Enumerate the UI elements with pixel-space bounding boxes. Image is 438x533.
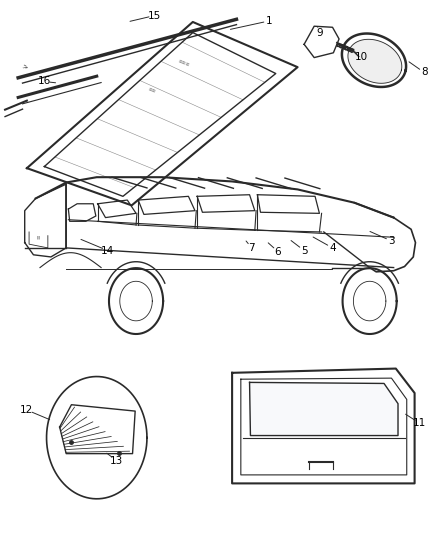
Text: 6: 6 bbox=[275, 247, 281, 256]
Text: 1: 1 bbox=[266, 16, 272, 26]
Text: 7: 7 bbox=[248, 243, 255, 253]
Text: 10: 10 bbox=[354, 52, 367, 61]
Text: 13: 13 bbox=[110, 456, 123, 465]
Polygon shape bbox=[348, 39, 402, 83]
Text: 5: 5 bbox=[301, 246, 307, 255]
Text: 9: 9 bbox=[316, 28, 323, 38]
Text: 12: 12 bbox=[20, 405, 34, 415]
Text: 3: 3 bbox=[388, 236, 395, 246]
Text: 16: 16 bbox=[38, 77, 51, 86]
Text: ≡≡≡: ≡≡≡ bbox=[177, 59, 191, 68]
Text: |||: ||| bbox=[37, 236, 41, 240]
Text: 14: 14 bbox=[101, 246, 114, 255]
Text: ≡≡: ≡≡ bbox=[147, 87, 156, 95]
Text: 11: 11 bbox=[413, 418, 427, 429]
Text: 15: 15 bbox=[148, 11, 161, 21]
Polygon shape bbox=[250, 382, 398, 435]
Text: 8: 8 bbox=[421, 68, 427, 77]
Text: 4: 4 bbox=[329, 243, 336, 253]
Text: >: > bbox=[21, 63, 28, 71]
